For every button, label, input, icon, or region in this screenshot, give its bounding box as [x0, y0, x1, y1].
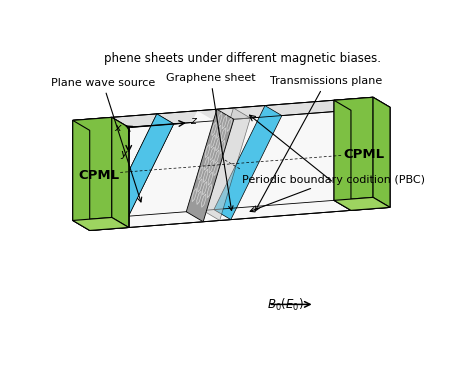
Polygon shape: [334, 100, 351, 211]
Polygon shape: [373, 97, 390, 207]
Polygon shape: [214, 163, 218, 176]
Polygon shape: [199, 166, 203, 180]
Polygon shape: [211, 135, 215, 148]
Polygon shape: [90, 107, 390, 231]
Polygon shape: [73, 120, 90, 231]
Text: Transmissions plane: Transmissions plane: [255, 76, 382, 211]
Polygon shape: [73, 217, 129, 231]
Text: y: y: [120, 149, 127, 159]
Polygon shape: [146, 111, 214, 225]
Polygon shape: [217, 125, 221, 139]
Polygon shape: [192, 188, 197, 202]
Text: z: z: [190, 116, 196, 126]
Polygon shape: [218, 113, 222, 126]
Polygon shape: [208, 172, 212, 185]
Polygon shape: [112, 117, 129, 228]
Polygon shape: [220, 140, 225, 154]
Polygon shape: [210, 147, 214, 161]
Polygon shape: [207, 184, 211, 198]
Text: CPML: CPML: [79, 170, 120, 182]
Text: phene sheets under different magnetic biases.: phene sheets under different magnetic bi…: [104, 52, 382, 65]
Polygon shape: [222, 115, 227, 129]
Polygon shape: [73, 117, 129, 130]
Polygon shape: [204, 157, 209, 170]
Polygon shape: [197, 191, 201, 204]
Polygon shape: [198, 179, 202, 192]
Polygon shape: [106, 114, 174, 228]
Polygon shape: [90, 127, 129, 231]
Polygon shape: [205, 144, 210, 158]
Polygon shape: [209, 159, 213, 173]
Text: Graphene sheet: Graphene sheet: [166, 73, 255, 211]
Polygon shape: [73, 97, 390, 130]
Text: Plane wave source: Plane wave source: [51, 78, 155, 202]
Polygon shape: [351, 107, 390, 211]
Text: Periodic boundary codition (PBC): Periodic boundary codition (PBC): [242, 175, 425, 212]
Text: $B_0(E_0)$: $B_0(E_0)$: [267, 297, 304, 313]
Polygon shape: [106, 114, 174, 228]
Polygon shape: [221, 128, 226, 141]
Polygon shape: [203, 108, 250, 221]
Polygon shape: [73, 97, 373, 221]
Polygon shape: [334, 97, 373, 200]
Text: CPML: CPML: [343, 148, 384, 161]
Polygon shape: [216, 137, 220, 151]
Polygon shape: [201, 194, 206, 207]
Polygon shape: [334, 97, 390, 110]
Text: x: x: [114, 123, 121, 134]
Polygon shape: [215, 150, 219, 163]
Polygon shape: [227, 118, 231, 132]
Polygon shape: [203, 169, 208, 183]
Polygon shape: [214, 106, 282, 219]
Polygon shape: [202, 182, 207, 195]
Polygon shape: [334, 197, 390, 211]
Polygon shape: [212, 122, 216, 135]
Polygon shape: [73, 117, 112, 221]
Polygon shape: [186, 109, 234, 222]
Polygon shape: [73, 197, 390, 231]
